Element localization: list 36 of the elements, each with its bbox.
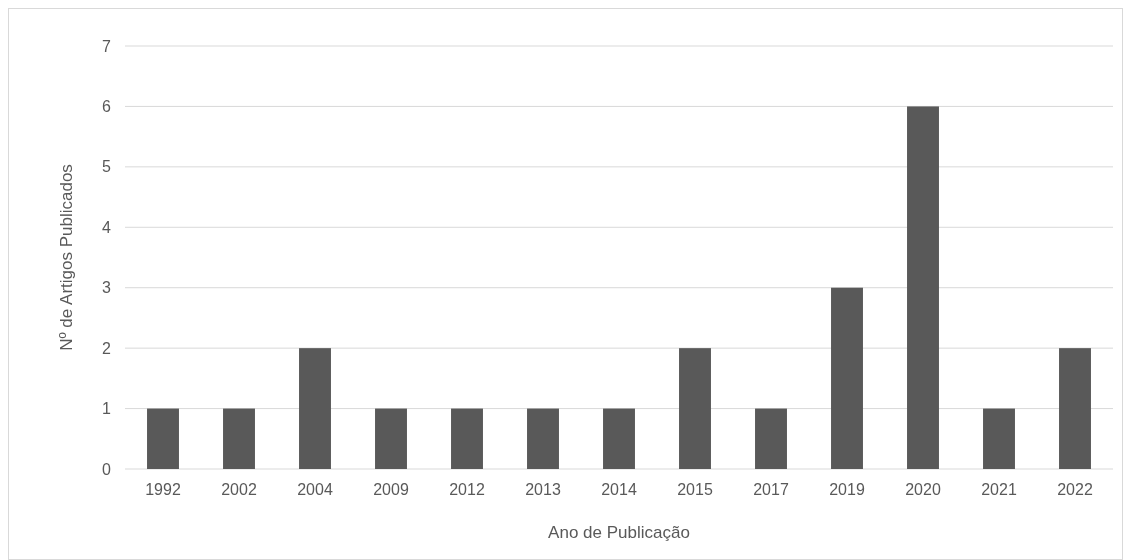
bar	[223, 408, 255, 469]
bar	[299, 348, 331, 469]
y-tick-label: 1	[102, 400, 112, 418]
y-tick-label: 4	[102, 218, 112, 236]
y-tick-label: 5	[102, 158, 112, 176]
x-tick-label: 2013	[525, 481, 561, 498]
bar	[983, 408, 1015, 469]
y-tick-label: 0	[102, 460, 112, 478]
y-tick-label: 6	[102, 98, 112, 116]
x-tick-label: 2002	[221, 481, 257, 498]
bar	[603, 408, 635, 469]
x-tick-label: 2009	[373, 481, 409, 498]
bar	[527, 408, 559, 469]
bar	[147, 408, 179, 469]
bar	[451, 408, 483, 469]
x-tick-label: 2020	[905, 481, 941, 498]
bar	[755, 408, 787, 469]
bar	[1059, 348, 1091, 469]
bar	[831, 287, 863, 469]
y-tick-label: 2	[102, 339, 112, 357]
x-tick-label: 2021	[981, 481, 1017, 498]
x-tick-label: 1992	[145, 481, 181, 498]
bar	[679, 348, 711, 469]
x-tick-label: 2012	[449, 481, 485, 498]
bar	[375, 408, 407, 469]
x-axis-title: Ano de Publicação	[548, 523, 690, 542]
x-tick-label: 2017	[753, 481, 789, 498]
x-tick-label: 2015	[677, 481, 713, 498]
x-tick-label: 2019	[829, 481, 865, 498]
bar	[907, 106, 939, 469]
x-tick-label: 2014	[601, 481, 637, 498]
x-tick-label: 2004	[297, 481, 333, 498]
x-tick-label: 2022	[1057, 481, 1093, 498]
y-axis-title: Nº de Artigos Publicados	[57, 164, 76, 351]
y-tick-label: 3	[102, 279, 112, 297]
y-tick-label: 7	[102, 37, 112, 55]
